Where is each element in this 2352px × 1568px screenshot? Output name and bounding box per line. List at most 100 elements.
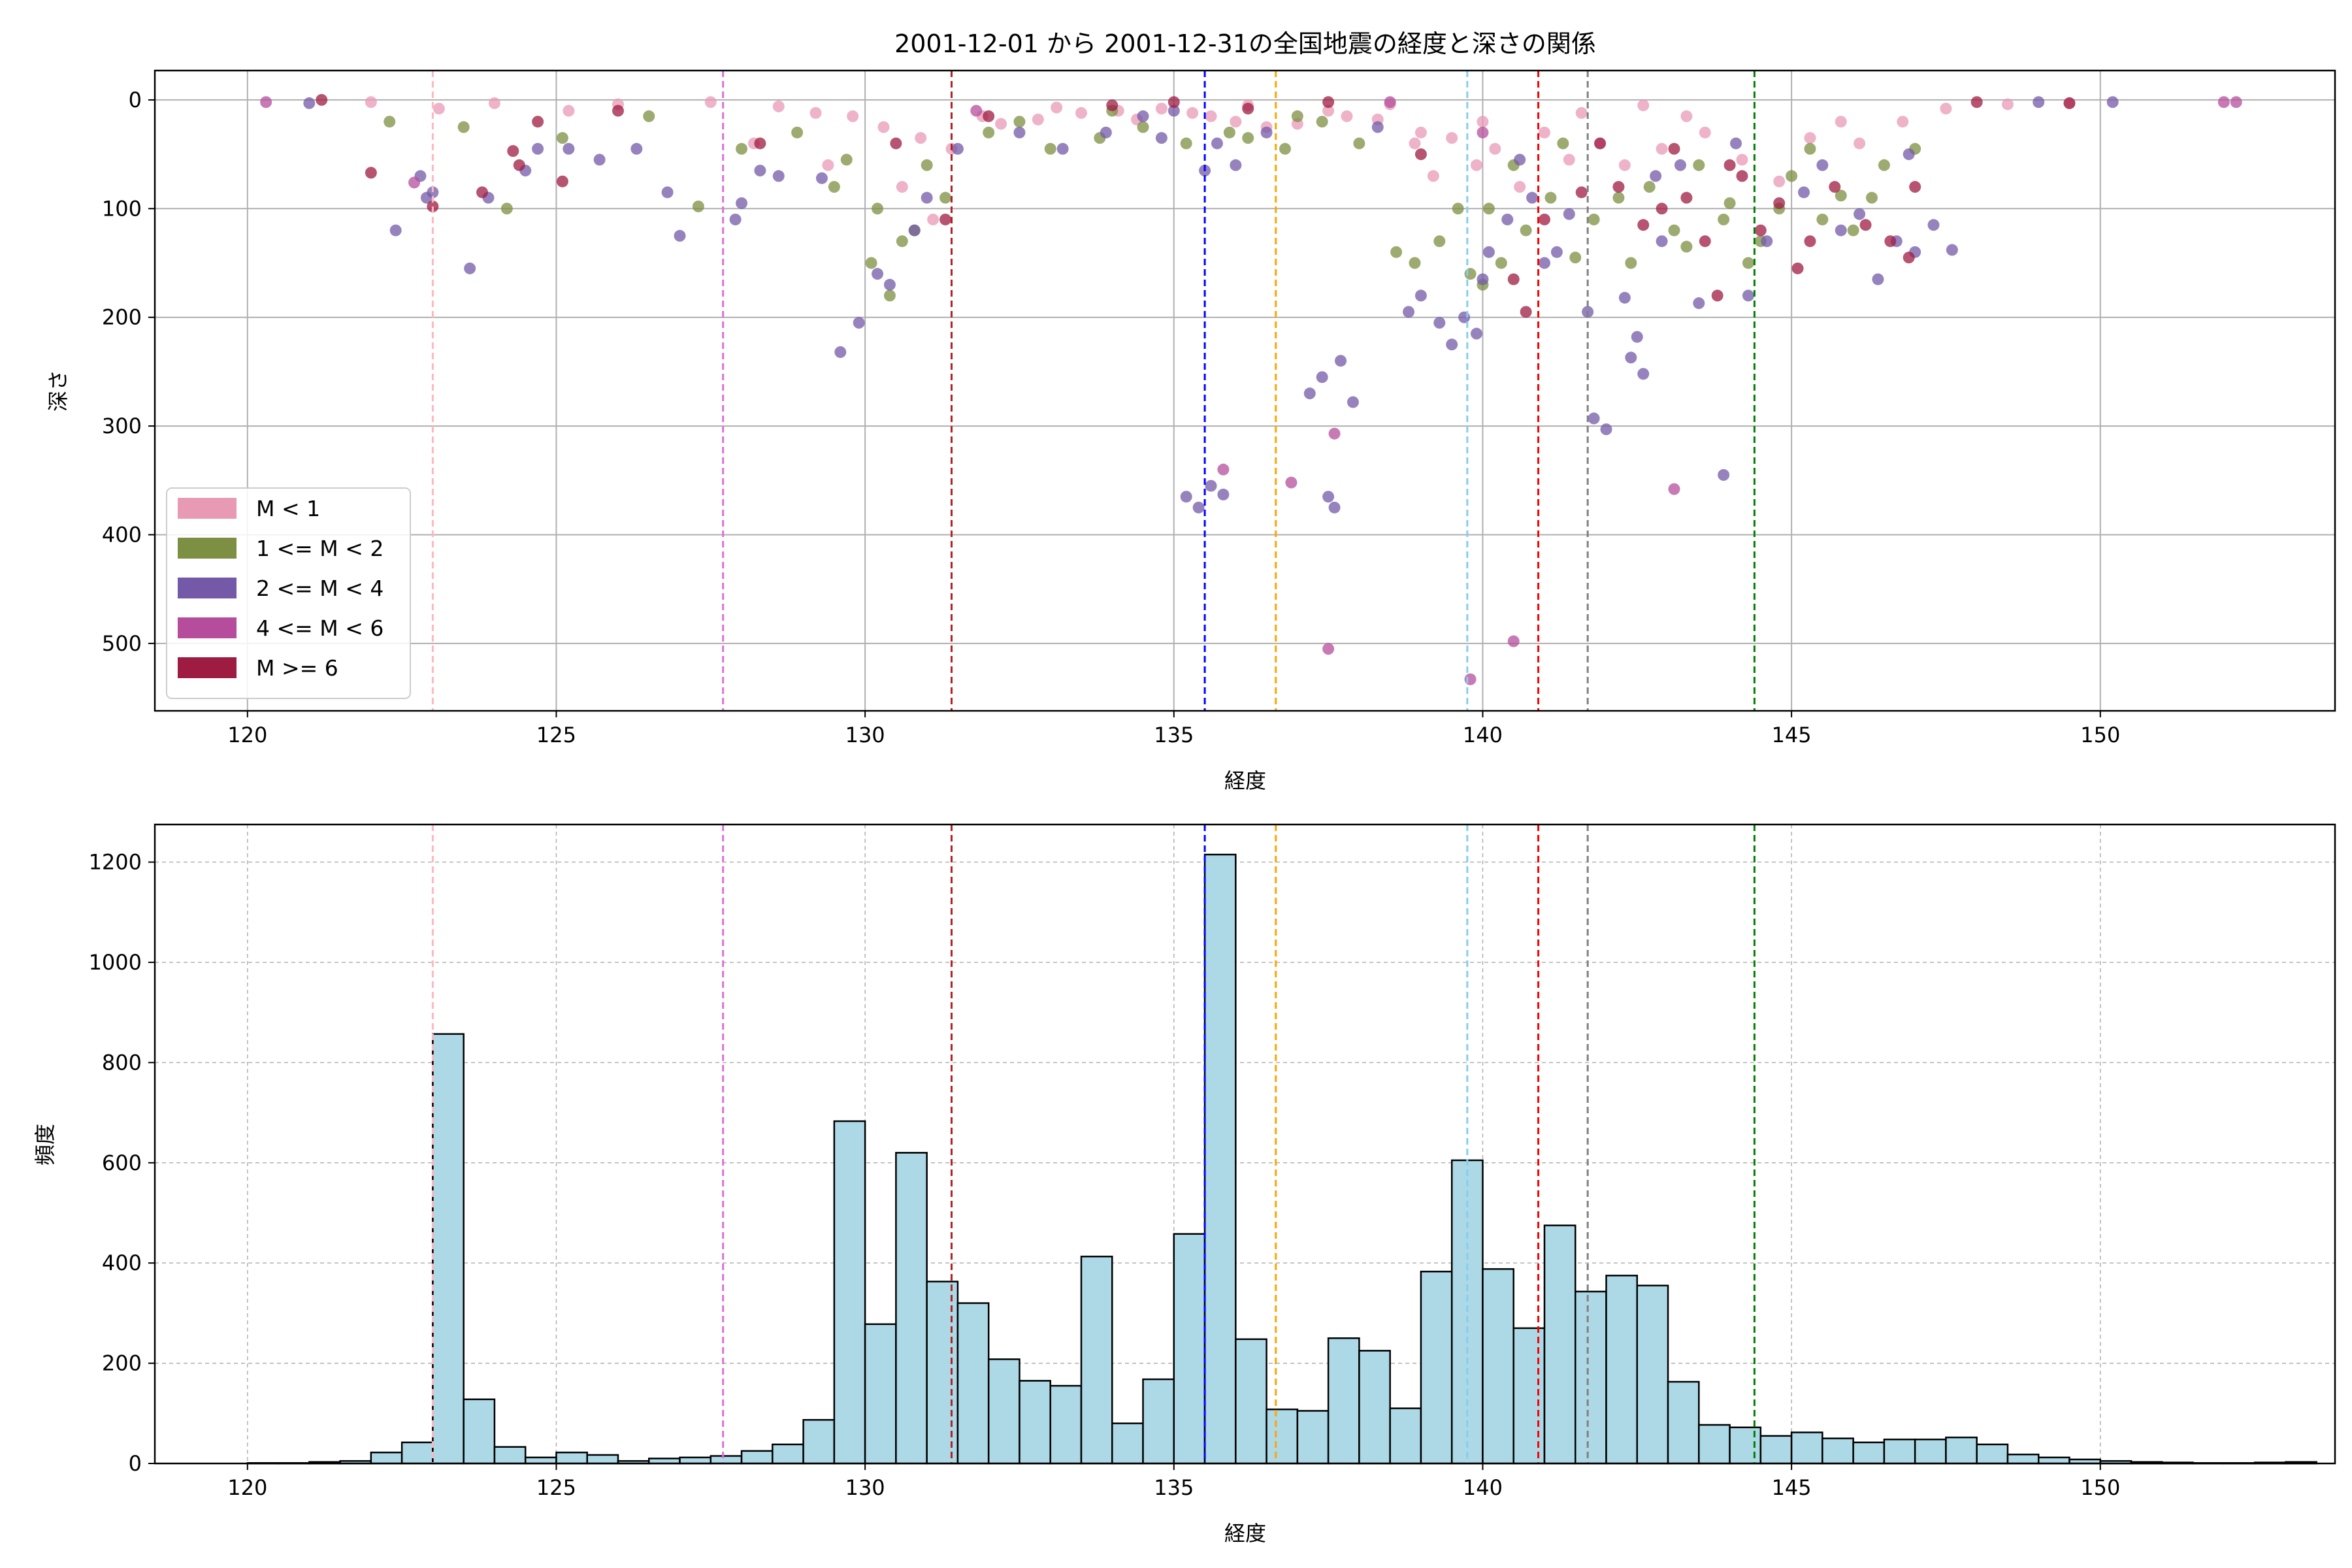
scatter-point bbox=[1557, 137, 1569, 150]
scatter-point bbox=[921, 191, 933, 204]
scatter-point bbox=[1489, 142, 1501, 155]
scatter-point bbox=[1414, 148, 1427, 161]
scatter-point bbox=[1711, 289, 1723, 302]
histogram-y-tick-label: 1200 bbox=[89, 850, 142, 875]
scatter-point bbox=[643, 110, 655, 122]
scatter-point bbox=[1674, 159, 1686, 171]
scatter-point bbox=[883, 289, 896, 302]
histogram-bar bbox=[1729, 1426, 1762, 1465]
histogram-y-tick-label: 1000 bbox=[89, 950, 142, 975]
scatter-point bbox=[1452, 203, 1464, 215]
scatter-point bbox=[890, 137, 902, 150]
scatter-y-tick-label: 100 bbox=[102, 196, 142, 221]
histogram-bar bbox=[1296, 1410, 1330, 1465]
scatter-point bbox=[1538, 257, 1550, 269]
scatter-point bbox=[736, 197, 748, 209]
scatter-point bbox=[828, 181, 840, 193]
scatter-point bbox=[1600, 423, 1612, 436]
scatter-point bbox=[1804, 235, 1816, 248]
scatter-point bbox=[1854, 137, 1866, 150]
scatter-point bbox=[1316, 371, 1328, 384]
scatter-point bbox=[556, 132, 568, 144]
scatter-point bbox=[1155, 132, 1168, 144]
histogram-bar bbox=[1203, 853, 1237, 1465]
scatter-point bbox=[1186, 106, 1199, 119]
legend-label: 1 <= M < 2 bbox=[256, 536, 384, 561]
scatter-point bbox=[1384, 96, 1396, 108]
scatter-point bbox=[1242, 132, 1254, 144]
scatter-x-tick-label: 145 bbox=[1772, 723, 1812, 747]
scatter-point bbox=[408, 176, 421, 189]
scatter-point bbox=[1791, 262, 1804, 274]
scatter-point bbox=[1618, 159, 1631, 171]
scatter-point bbox=[1786, 170, 1798, 182]
scatter-point bbox=[896, 235, 908, 248]
scatter-y-tick-label: 0 bbox=[129, 88, 142, 112]
scatter-point bbox=[513, 159, 525, 171]
scatter-point bbox=[1550, 246, 1563, 258]
histogram-x-tick-label: 140 bbox=[1463, 1475, 1503, 1500]
scatter-point bbox=[1668, 483, 1680, 495]
histogram-y-tick-label: 800 bbox=[102, 1050, 142, 1075]
histogram-bar bbox=[802, 1419, 836, 1465]
scatter-point bbox=[951, 142, 964, 155]
scatter-point bbox=[1650, 170, 1662, 182]
scatter-point bbox=[1804, 132, 1816, 144]
histogram-bar bbox=[1080, 1255, 1113, 1465]
scatter-point bbox=[2106, 96, 2119, 108]
scatter-point bbox=[630, 142, 643, 155]
scatter-point bbox=[1927, 219, 1940, 231]
histogram-bar bbox=[1945, 1436, 1978, 1465]
histogram-x-tick-label: 150 bbox=[2080, 1475, 2120, 1500]
scatter-y-ticks: 0 100 200 300 400 500 bbox=[102, 88, 155, 656]
scatter-point bbox=[939, 213, 952, 225]
histogram-x-tick-label: 125 bbox=[536, 1475, 576, 1500]
scatter-point bbox=[1316, 116, 1328, 128]
scatter-point bbox=[1446, 338, 1458, 351]
scatter-point bbox=[365, 167, 377, 179]
histogram-bar bbox=[1482, 1268, 1514, 1465]
scatter-point bbox=[1754, 224, 1767, 237]
scatter-point bbox=[1668, 142, 1680, 155]
scatter-point bbox=[1433, 317, 1446, 329]
histogram-bar bbox=[1759, 1435, 1793, 1465]
scatter-point bbox=[1903, 148, 1915, 161]
scatter-reference-lines bbox=[431, 71, 1756, 711]
histogram-y-ticks: 0 200 400 600 800 1000 1200 bbox=[89, 850, 155, 1476]
histogram-bar bbox=[833, 1120, 866, 1465]
scatter-point bbox=[1470, 159, 1482, 171]
scatter-point bbox=[1211, 137, 1223, 150]
scatter-point bbox=[1970, 96, 1983, 108]
scatter-point bbox=[896, 181, 908, 193]
scatter-point bbox=[1322, 643, 1335, 655]
scatter-point bbox=[1520, 224, 1532, 237]
scatter-x-tick-label: 140 bbox=[1463, 723, 1503, 747]
histogram-bar bbox=[1142, 1378, 1175, 1465]
scatter-point bbox=[729, 213, 742, 225]
scatter-point bbox=[1414, 126, 1427, 139]
histogram-bar bbox=[1420, 1270, 1453, 1465]
scatter-point bbox=[1730, 137, 1742, 150]
scatter-point bbox=[1538, 126, 1550, 139]
scatter-point bbox=[1217, 488, 1230, 500]
scatter-point bbox=[865, 257, 877, 269]
scatter-point bbox=[1718, 468, 1730, 481]
scatter-point bbox=[1563, 208, 1575, 220]
scatter-points bbox=[260, 93, 2242, 685]
scatter-point bbox=[1637, 99, 1650, 112]
histogram-bar bbox=[1976, 1443, 2009, 1465]
legend-label: M < 1 bbox=[256, 496, 320, 521]
scatter-point bbox=[1625, 351, 1637, 364]
scatter-point bbox=[1192, 501, 1205, 514]
histogram-bar bbox=[1512, 1327, 1546, 1465]
histogram-bar bbox=[1852, 1441, 1886, 1465]
legend-swatch bbox=[178, 657, 237, 678]
scatter-point bbox=[1872, 273, 1884, 286]
scatter-point bbox=[1106, 99, 1119, 112]
scatter-point bbox=[1427, 170, 1439, 182]
scatter-point bbox=[704, 96, 717, 108]
scatter-point bbox=[1303, 387, 1316, 400]
scatter-point bbox=[809, 106, 822, 119]
scatter-point bbox=[872, 203, 884, 215]
histogram-axes-frame bbox=[154, 823, 2336, 1465]
